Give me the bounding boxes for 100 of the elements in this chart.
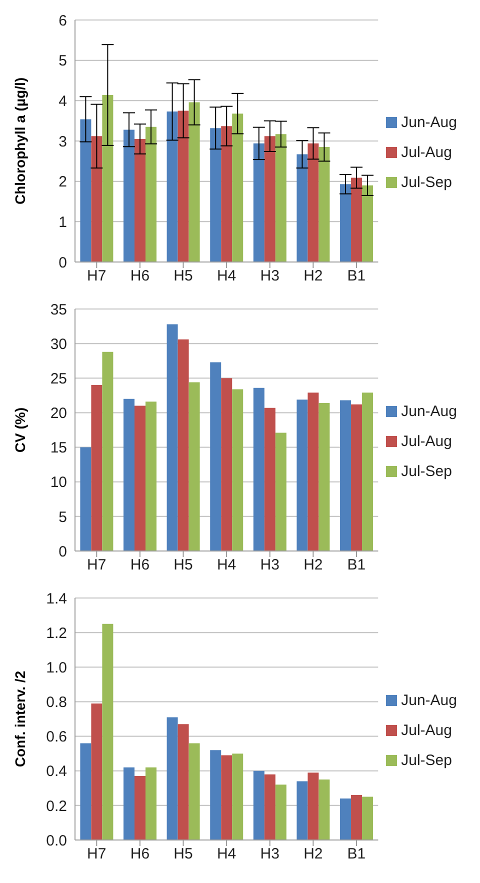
bar <box>134 776 146 840</box>
bar <box>232 389 244 551</box>
bar <box>308 392 319 551</box>
x-tick-label: H3 <box>260 846 280 863</box>
bar <box>253 770 264 840</box>
legend-label: Jul-Aug <box>401 432 452 450</box>
x-tick-label: H2 <box>304 268 323 285</box>
y-tick-label: 15 <box>50 440 67 457</box>
bar <box>91 385 102 551</box>
bar <box>210 128 222 262</box>
bar <box>102 352 114 551</box>
bar <box>296 781 308 840</box>
bar <box>102 624 114 840</box>
bar <box>264 774 276 840</box>
legend-label: Jul-Sep <box>401 752 452 768</box>
bar <box>340 798 352 840</box>
bar <box>221 378 232 551</box>
bar <box>178 724 189 840</box>
y-tick-label: 2 <box>58 174 67 191</box>
bar <box>80 119 92 262</box>
x-tick-label: H4 <box>216 556 236 574</box>
y-tick-label: 10 <box>50 474 67 492</box>
bar <box>351 795 362 840</box>
x-tick-label: H7 <box>87 268 106 285</box>
x-tick-label: B1 <box>347 846 366 863</box>
bar <box>264 136 276 262</box>
y-tick-label: 1.0 <box>46 659 67 676</box>
x-tick-label: H2 <box>304 846 323 863</box>
bar <box>362 796 374 840</box>
y-tick-label: 5 <box>58 52 67 70</box>
bar <box>362 185 374 262</box>
bar <box>232 114 244 262</box>
x-tick-label: H5 <box>174 268 193 285</box>
y-axis-title: CV (%) <box>12 407 28 453</box>
y-tick-label: 25 <box>50 370 67 388</box>
bar <box>80 743 92 840</box>
legend-label: Jun-Aug <box>401 402 457 420</box>
y-axis-title: Chlorophyll a (µg/l) <box>12 77 28 205</box>
y-tick-label: 1.4 <box>46 590 67 608</box>
legend-label: Jul-Aug <box>401 722 452 738</box>
bar <box>308 772 319 840</box>
bar <box>340 184 352 262</box>
bar <box>318 403 330 551</box>
bar <box>124 130 134 262</box>
bar <box>91 136 102 262</box>
bar <box>124 767 134 840</box>
x-tick-label: H7 <box>87 556 106 574</box>
bar <box>102 95 114 262</box>
bar <box>296 400 308 551</box>
y-tick-label: 4 <box>58 92 67 110</box>
bar <box>166 324 178 551</box>
y-tick-label: 0 <box>58 254 67 272</box>
bar <box>275 134 286 262</box>
bar <box>80 447 92 551</box>
bar <box>146 126 156 262</box>
bar <box>124 398 134 551</box>
x-tick-label: B1 <box>347 268 366 285</box>
y-tick-label: 35 <box>50 301 67 318</box>
x-tick-label: H2 <box>304 556 323 574</box>
legend-label: Jun-Aug <box>401 114 457 130</box>
bar <box>134 138 146 262</box>
bar <box>210 362 222 551</box>
y-tick-label: 0.4 <box>46 763 67 780</box>
y-tick-label: 3 <box>58 133 67 150</box>
bar <box>318 147 330 262</box>
x-tick-label: H5 <box>174 556 193 574</box>
bar <box>178 110 189 262</box>
bar <box>308 143 319 262</box>
y-axis-title: Conf. interv. /2 <box>12 670 28 768</box>
x-tick-label: H6 <box>130 268 150 285</box>
x-tick-label: H3 <box>260 268 280 285</box>
x-tick-label: H7 <box>87 846 106 863</box>
y-tick-label: 5 <box>58 508 67 526</box>
bar <box>166 717 178 840</box>
bar <box>178 339 189 551</box>
bar <box>221 126 232 262</box>
bar <box>253 143 264 262</box>
x-tick-label: H4 <box>216 846 236 863</box>
y-tick-label: 1 <box>58 214 67 231</box>
bar <box>296 154 308 262</box>
bar <box>232 754 244 840</box>
x-tick-label: B1 <box>347 556 366 574</box>
x-tick-label: H5 <box>174 846 193 863</box>
y-tick-label: 30 <box>50 336 67 353</box>
y-tick-label: 20 <box>50 405 67 422</box>
x-tick-label: H4 <box>216 268 236 285</box>
bar <box>146 767 156 840</box>
bar <box>318 780 330 840</box>
x-tick-label: H6 <box>130 556 150 574</box>
bar <box>275 784 286 840</box>
bar <box>188 102 200 262</box>
bar <box>221 755 232 840</box>
bar <box>362 392 374 551</box>
bar <box>134 406 146 551</box>
legend-label: Jun-Aug <box>401 692 457 708</box>
bar <box>253 388 264 551</box>
y-tick-label: 6 <box>58 12 67 30</box>
bar <box>351 178 362 262</box>
y-tick-label: 0 <box>58 543 67 560</box>
bar <box>340 400 352 551</box>
